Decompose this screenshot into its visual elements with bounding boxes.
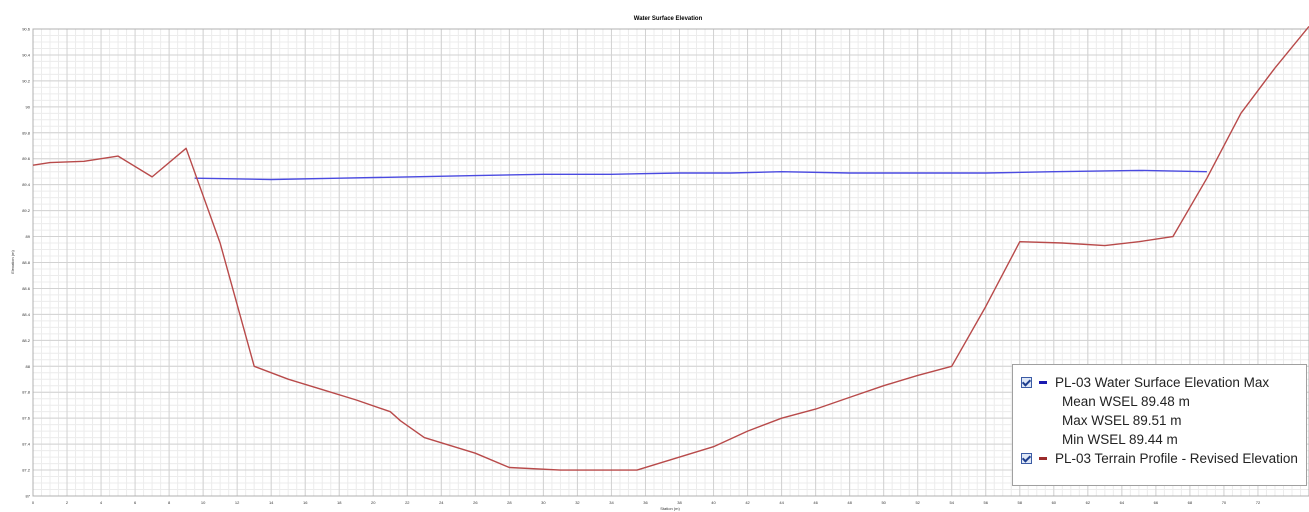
legend-swatch-terrain (1039, 457, 1047, 460)
y-tick-label: 87.6 (22, 416, 31, 421)
legend-item-water-surface[interactable]: PL-03 Water Surface Elevation Max (1021, 373, 1298, 392)
plot-border (32, 28, 1309, 497)
x-tick-label: 10 (201, 500, 206, 505)
series-layer (32, 25, 1309, 471)
x-tick-label: 18 (337, 500, 342, 505)
x-tick-label: 30 (541, 500, 546, 505)
y-tick-label: 87.2 (22, 468, 31, 473)
y-tick-label: 87 (26, 494, 31, 499)
y-tick-label: 88 (26, 364, 31, 369)
x-tick-label: 20 (371, 500, 376, 505)
x-tick-label: 50 (881, 500, 886, 505)
legend-label-terrain: PL-03 Terrain Profile - Revised Elevatio… (1055, 451, 1298, 466)
x-tick-label: 38 (677, 500, 682, 505)
legend: PL-03 Water Surface Elevation Max Mean W… (1012, 364, 1307, 486)
x-tick-label: 46 (813, 500, 818, 505)
y-tick-label: 90.2 (22, 78, 31, 83)
y-tick-label: 87.4 (22, 442, 31, 447)
y-tick-label: 88.8 (22, 260, 31, 265)
chart-title: Water Surface Elevation (634, 16, 703, 22)
x-tick-label: 62 (1086, 500, 1091, 505)
x-tick-label: 60 (1052, 500, 1057, 505)
x-tick-label: 14 (269, 500, 274, 505)
y-tick-label: 90.6 (22, 27, 31, 32)
legend-item-terrain[interactable]: PL-03 Terrain Profile - Revised Elevatio… (1021, 449, 1298, 468)
y-tick-label: 88.6 (22, 286, 31, 291)
x-tick-label: 8 (168, 500, 171, 505)
legend-stat-mean: Mean WSEL 89.48 m (1062, 394, 1190, 409)
series-line-water-surface (194, 169, 1207, 181)
y-tick-label: 90 (26, 104, 31, 109)
x-tick-label: 40 (711, 500, 716, 505)
x-tick-label: 24 (439, 500, 444, 505)
y-tick-label: 88.2 (22, 338, 31, 343)
y-tick-label: 89.6 (22, 156, 31, 161)
y-tick-label: 89.2 (22, 208, 31, 213)
x-tick-label: 64 (1120, 500, 1125, 505)
x-tick-label: 42 (745, 500, 750, 505)
y-tick-label: 89 (26, 234, 31, 239)
y-tick-label: 90.4 (22, 52, 31, 57)
y-tick-label: 89.8 (22, 130, 31, 135)
y-tick-labels: 87 87.2 87.4 87.6 87.8 88 88.2 88.4 88.6 88.8 89 89… (22, 27, 31, 499)
x-tick-label: 6 (134, 500, 137, 505)
x-tick-label: 32 (575, 500, 580, 505)
x-tick-label: 34 (609, 500, 614, 505)
legend-stat-min: Min WSEL 89.44 m (1062, 432, 1178, 447)
legend-label-water-surface: PL-03 Water Surface Elevation Max (1055, 375, 1270, 390)
legend-checkbox-terrain[interactable] (1021, 453, 1032, 464)
x-tick-label: 26 (473, 500, 478, 505)
x-tick-label: 66 (1154, 500, 1159, 505)
x-tick-label: 36 (643, 500, 648, 505)
x-tick-label: 0 (32, 500, 35, 505)
series-line-terrain (32, 25, 1309, 471)
x-tick-label: 2 (66, 500, 69, 505)
legend-checkbox-water-surface[interactable] (1021, 377, 1032, 388)
x-tick-label: 22 (405, 500, 410, 505)
legend-swatch-water-surface (1039, 381, 1047, 384)
x-tick-label: 44 (779, 500, 784, 505)
x-tick-label: 56 (984, 500, 989, 505)
y-tick-label: 88.4 (22, 312, 31, 317)
x-tick-label: 72 (1256, 500, 1261, 505)
x-tick-label: 48 (847, 500, 852, 505)
y-tick-label: 89.4 (22, 182, 31, 187)
x-tick-label: 4 (100, 500, 103, 505)
y-tick-label: 87.8 (22, 390, 31, 395)
y-axis-label: Elevation (m) (10, 250, 15, 274)
x-axis-label: Station (m) (660, 506, 680, 511)
x-tick-label: 16 (303, 500, 308, 505)
x-tick-label: 70 (1222, 500, 1227, 505)
x-tick-label: 52 (915, 500, 920, 505)
x-tick-label: 28 (507, 500, 512, 505)
x-tick-label: 58 (1018, 500, 1023, 505)
x-tick-label: 12 (235, 500, 240, 505)
x-tick-labels: 0 2 4 6 8 10 12 14 16 18 20 22 24 26 28 30 32 34 36 38 40 42 4… (32, 500, 1261, 505)
x-tick-label: 54 (949, 500, 954, 505)
legend-stat-max: Max WSEL 89.51 m (1062, 413, 1182, 428)
x-tick-label: 68 (1188, 500, 1193, 505)
